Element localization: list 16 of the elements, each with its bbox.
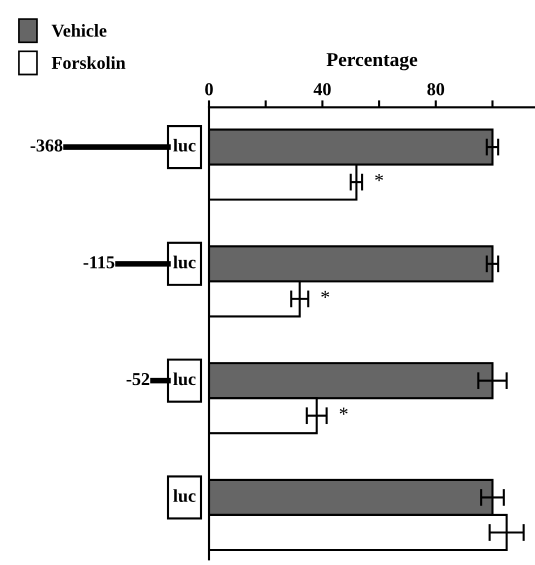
text: luc (173, 489, 196, 502)
text: luc (173, 138, 196, 152)
text: -52 (126, 373, 150, 386)
legend-label: Vehicle (52, 24, 106, 37)
text: -115 (84, 256, 114, 268)
x-tick-label: 0 (205, 83, 213, 96)
legend-label: Forskolin (52, 56, 126, 69)
text: luc (173, 372, 196, 386)
annotation: * (340, 408, 348, 415)
annotation: * (321, 290, 330, 298)
x-tick-label: 80 (427, 83, 444, 96)
text: luc (173, 256, 196, 268)
text: -368 (30, 139, 62, 152)
x-axis-title: Percentage (326, 53, 418, 70)
x-tick-label: 40 (314, 83, 331, 96)
annotation: * (375, 174, 384, 182)
